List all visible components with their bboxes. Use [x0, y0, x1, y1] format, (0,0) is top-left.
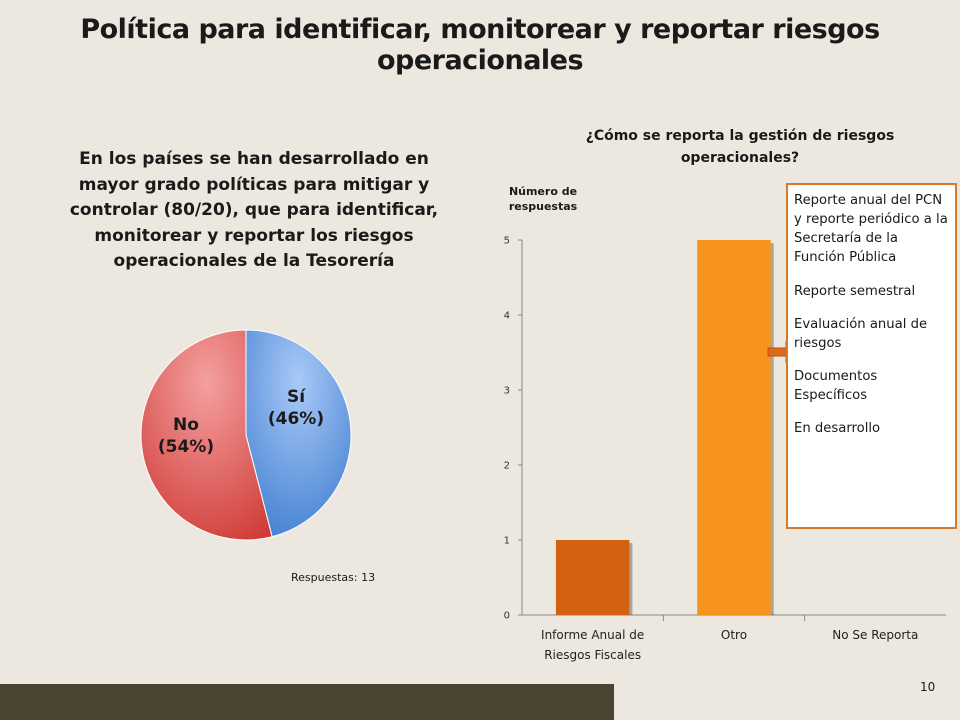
- x-category-label: Riesgos Fiscales: [544, 648, 641, 662]
- callout-item: Reporte semestral: [794, 283, 916, 299]
- pie-slice-si: [245, 329, 352, 538]
- x-category-label: Informe Anual de: [541, 628, 644, 642]
- responses-note: Respuestas: 13: [291, 571, 376, 584]
- y-tick-label: 0: [504, 611, 510, 622]
- pie-label-si: Sí: [287, 387, 306, 407]
- bar-1: [555, 540, 630, 615]
- pie-pct-label-no: (54%): [158, 437, 214, 457]
- callout-box: Reporte anual del PCN y reporte periódic…: [786, 183, 957, 529]
- callout-item: Reporte anual del PCN y reporte periódic…: [794, 193, 948, 266]
- pie-slice-no: [140, 329, 273, 541]
- page-number: 10: [920, 680, 936, 694]
- y-axis-label: Número de respuestas: [508, 185, 578, 214]
- x-category-label: Otro: [721, 628, 747, 642]
- summary-text: En los países se han desarrollado en may…: [69, 149, 439, 271]
- callout-item: En desarrollo: [794, 421, 881, 437]
- y-tick-label: 1: [504, 536, 510, 547]
- pie-label-no: No: [173, 415, 199, 435]
- y-tick-label: 3: [504, 386, 510, 397]
- y-tick-label: 5: [504, 236, 510, 247]
- bar-2: [697, 240, 771, 615]
- y-tick-label: 2: [504, 461, 510, 472]
- callout-item: Evaluación anual de riesgos: [794, 316, 928, 351]
- slide-title: Política para identificar, monitorear y …: [80, 14, 880, 76]
- x-category-label: No Se Reporta: [832, 628, 918, 642]
- callout-item: Documentos Específicos: [794, 368, 878, 404]
- footer-band: [0, 684, 614, 720]
- y-tick-label: 4: [504, 311, 510, 322]
- bar-chart-title: ¿Cómo se reporta la gestión de riesgos o…: [585, 128, 895, 167]
- pie-pct-label-si: (46%): [268, 409, 324, 429]
